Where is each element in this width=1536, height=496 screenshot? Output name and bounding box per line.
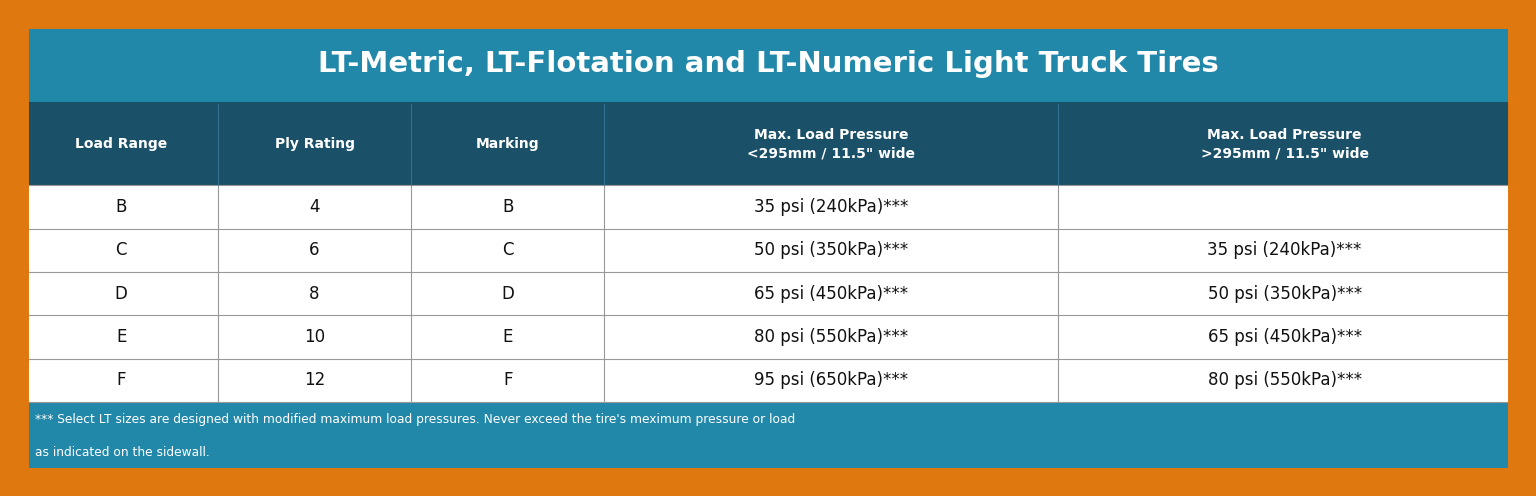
- Text: E: E: [502, 328, 513, 346]
- Text: 80 psi (550kPa)***: 80 psi (550kPa)***: [754, 328, 908, 346]
- Bar: [25, 359, 1511, 402]
- Text: C: C: [115, 242, 127, 259]
- Text: *** Select LT sizes are designed with modified maximum load pressures. Never exc: *** Select LT sizes are designed with mo…: [35, 413, 796, 426]
- Text: Max. Load Pressure
>295mm / 11.5" wide: Max. Load Pressure >295mm / 11.5" wide: [1201, 128, 1369, 160]
- Text: 50 psi (350kPa)***: 50 psi (350kPa)***: [1207, 285, 1362, 303]
- Text: 6: 6: [309, 242, 319, 259]
- Text: 10: 10: [304, 328, 326, 346]
- Text: Ply Rating: Ply Rating: [275, 137, 355, 151]
- Text: F: F: [117, 372, 126, 389]
- Text: 35 psi (240kPa)***: 35 psi (240kPa)***: [754, 198, 908, 216]
- Text: Load Range: Load Range: [75, 137, 167, 151]
- Text: 95 psi (650kPa)***: 95 psi (650kPa)***: [754, 372, 908, 389]
- Bar: [25, 103, 1511, 186]
- Text: C: C: [502, 242, 513, 259]
- Bar: [25, 229, 1511, 272]
- Text: E: E: [117, 328, 126, 346]
- Text: F: F: [504, 372, 513, 389]
- Text: 50 psi (350kPa)***: 50 psi (350kPa)***: [754, 242, 908, 259]
- Text: 8: 8: [309, 285, 319, 303]
- Text: Marking: Marking: [476, 137, 539, 151]
- Text: 35 psi (240kPa)***: 35 psi (240kPa)***: [1207, 242, 1362, 259]
- Text: B: B: [502, 198, 513, 216]
- Text: B: B: [115, 198, 127, 216]
- Text: Max. Load Pressure
<295mm / 11.5" wide: Max. Load Pressure <295mm / 11.5" wide: [746, 128, 915, 160]
- Bar: [25, 25, 1511, 103]
- Text: D: D: [115, 285, 127, 303]
- Text: 80 psi (550kPa)***: 80 psi (550kPa)***: [1207, 372, 1362, 389]
- Bar: [25, 402, 1511, 471]
- Text: 4: 4: [309, 198, 319, 216]
- Text: as indicated on the sidewall.: as indicated on the sidewall.: [35, 445, 210, 458]
- Bar: [25, 186, 1511, 229]
- Text: LT-Metric, LT-Flotation and LT-Numeric Light Truck Tires: LT-Metric, LT-Flotation and LT-Numeric L…: [318, 50, 1218, 78]
- Bar: [25, 315, 1511, 359]
- Bar: [25, 272, 1511, 315]
- Text: D: D: [501, 285, 515, 303]
- Text: 65 psi (450kPa)***: 65 psi (450kPa)***: [1207, 328, 1362, 346]
- Text: 12: 12: [304, 372, 326, 389]
- Text: 65 psi (450kPa)***: 65 psi (450kPa)***: [754, 285, 908, 303]
